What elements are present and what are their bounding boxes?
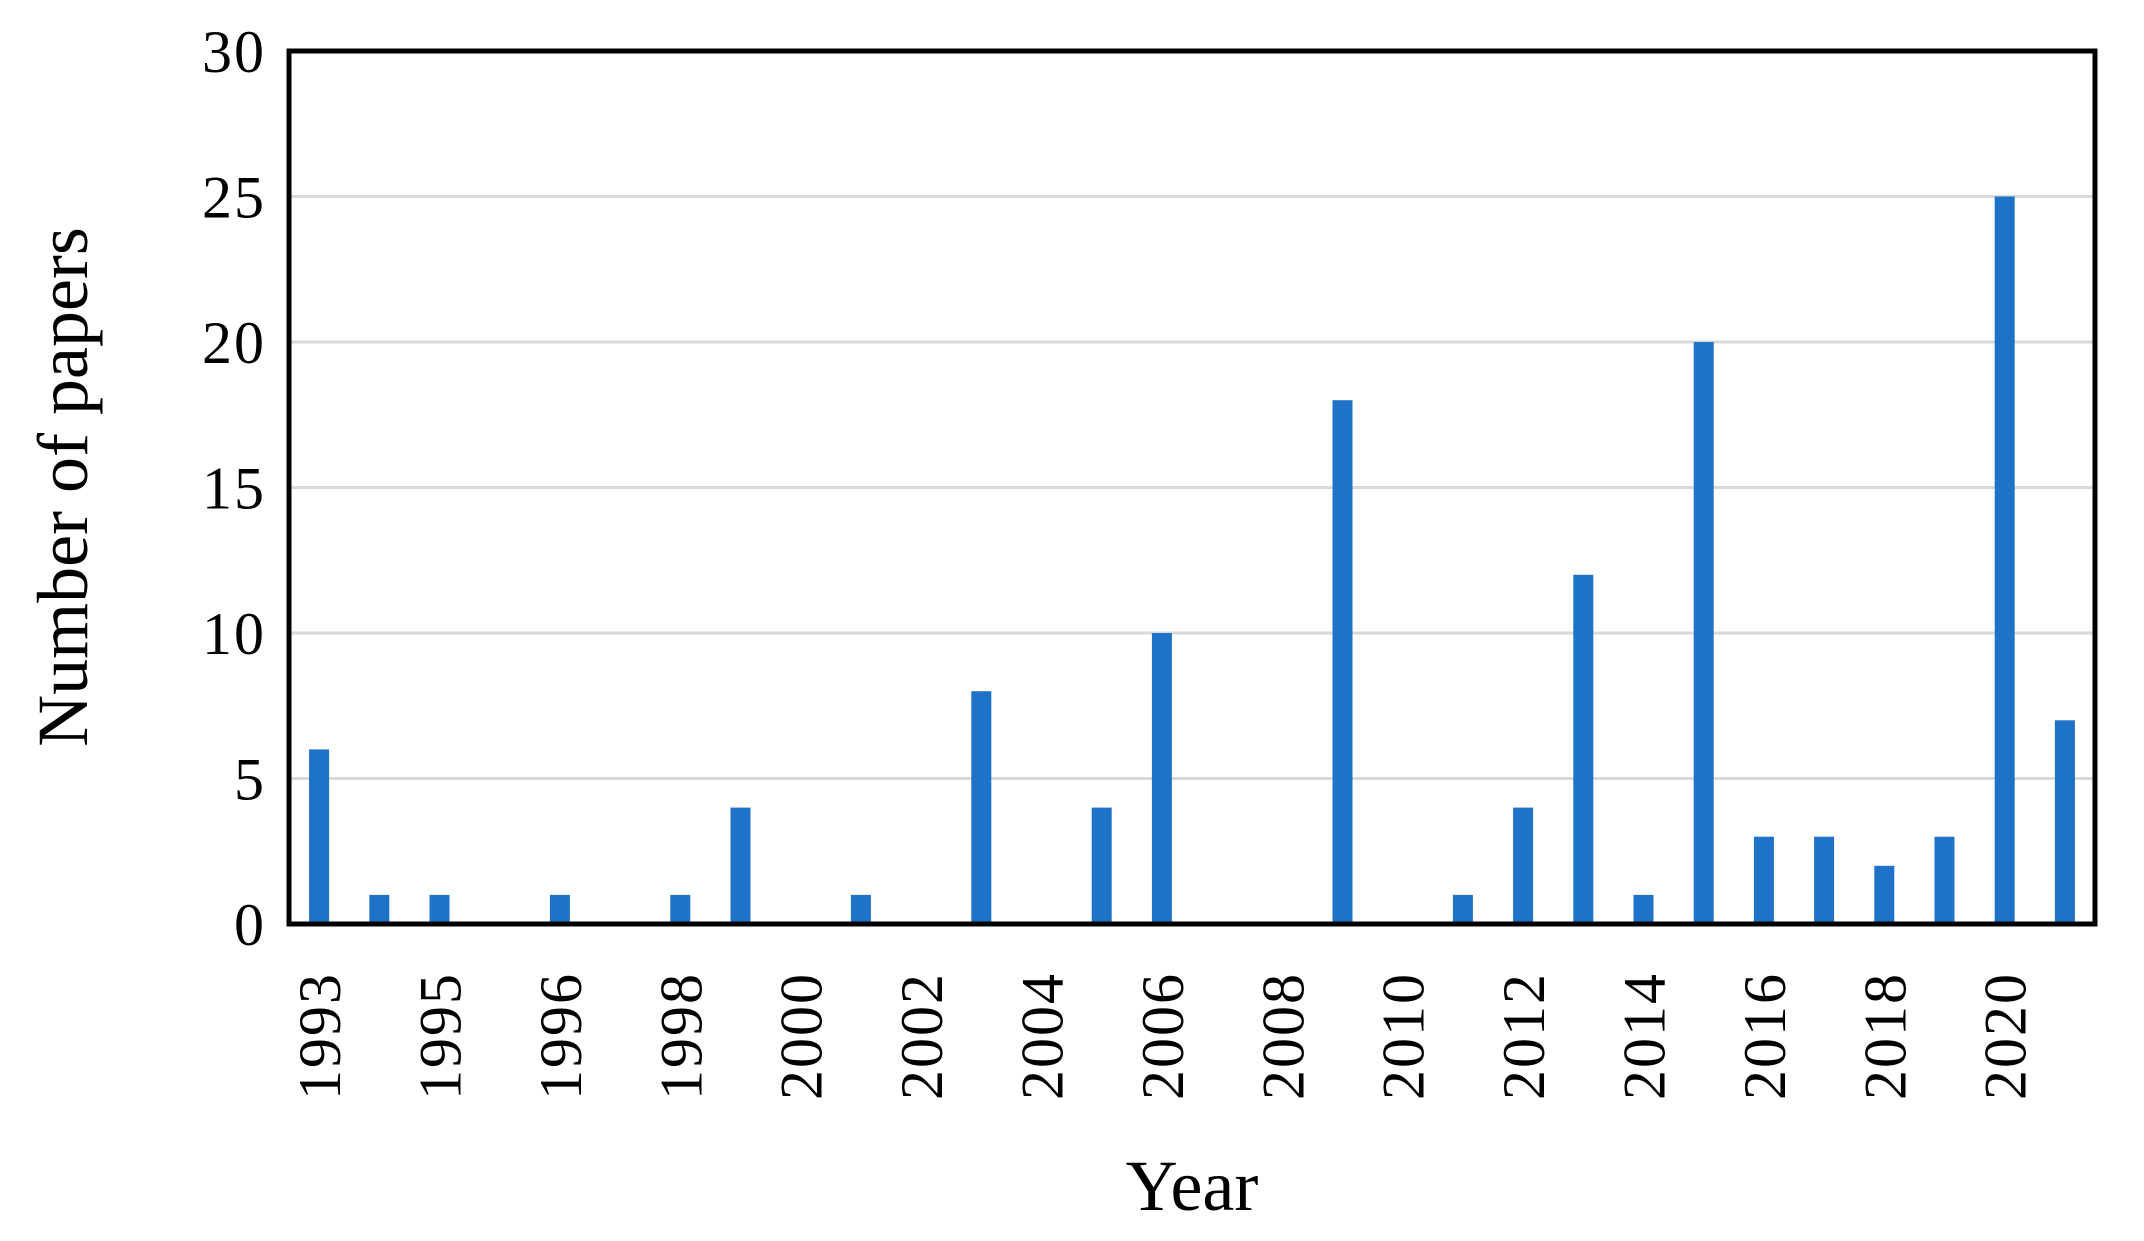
x-tick-label: 2012 [1491, 972, 1557, 1100]
y-tick-label: 25 [202, 165, 266, 231]
bar [2054, 720, 2075, 924]
x-axis-tick-labels: 1993 1995 1996 1998 2000 2002 2004 2006 2008 2010… [287, 972, 2039, 1100]
x-tick-label: 2008 [1250, 972, 1316, 1100]
x-tick-label: 1996 [528, 972, 594, 1100]
bar [850, 894, 871, 924]
x-tick-label: 1995 [408, 972, 474, 1100]
bar [1332, 400, 1353, 924]
y-tick-label: 20 [202, 310, 266, 376]
bar [1573, 574, 1594, 924]
bar [1633, 894, 1654, 924]
x-tick-label: 2002 [889, 972, 955, 1100]
x-tick-label: 2020 [1973, 972, 2039, 1100]
x-tick-label: 2010 [1371, 972, 1437, 1100]
y-tick-label: 30 [202, 19, 266, 85]
bar [1693, 342, 1714, 924]
y-tick-label: 15 [202, 456, 266, 522]
bars-group [309, 196, 2075, 924]
bar [971, 691, 992, 924]
bar [1091, 807, 1112, 924]
gridlines-group [289, 195, 2095, 780]
y-tick-label: 0 [234, 892, 266, 958]
x-tick-label: 2004 [1010, 972, 1076, 1100]
bar [1753, 836, 1774, 924]
bar [549, 894, 570, 924]
x-tick-label: 2016 [1732, 972, 1798, 1100]
bar [1994, 196, 2015, 924]
x-tick-label: 1998 [648, 972, 714, 1100]
x-tick-label: 2014 [1612, 972, 1678, 1100]
x-tick-label: 2018 [1852, 972, 1918, 1100]
x-tick-label: 2000 [769, 972, 835, 1100]
bar [309, 749, 330, 924]
bar [1934, 836, 1955, 924]
y-tick-label: 5 [234, 747, 266, 813]
y-tick-label: 10 [202, 601, 266, 667]
bar [1874, 865, 1895, 924]
bar [1513, 807, 1534, 924]
x-tick-label: 2006 [1130, 972, 1196, 1100]
bar [1814, 836, 1835, 924]
bar [1151, 633, 1172, 924]
x-axis-title: Year [1126, 1146, 1259, 1226]
bar [670, 894, 691, 924]
bar [369, 894, 390, 924]
y-axis-tick-labels: 0 5 10 15 20 25 30 [202, 19, 266, 958]
bar [429, 894, 450, 924]
x-tick-label: 1993 [287, 972, 353, 1100]
plot-border-group [286, 48, 2098, 927]
bar [1452, 894, 1473, 924]
plot-border [286, 48, 2098, 927]
y-axis-title: Number of papers [23, 227, 103, 747]
bar [730, 807, 751, 924]
